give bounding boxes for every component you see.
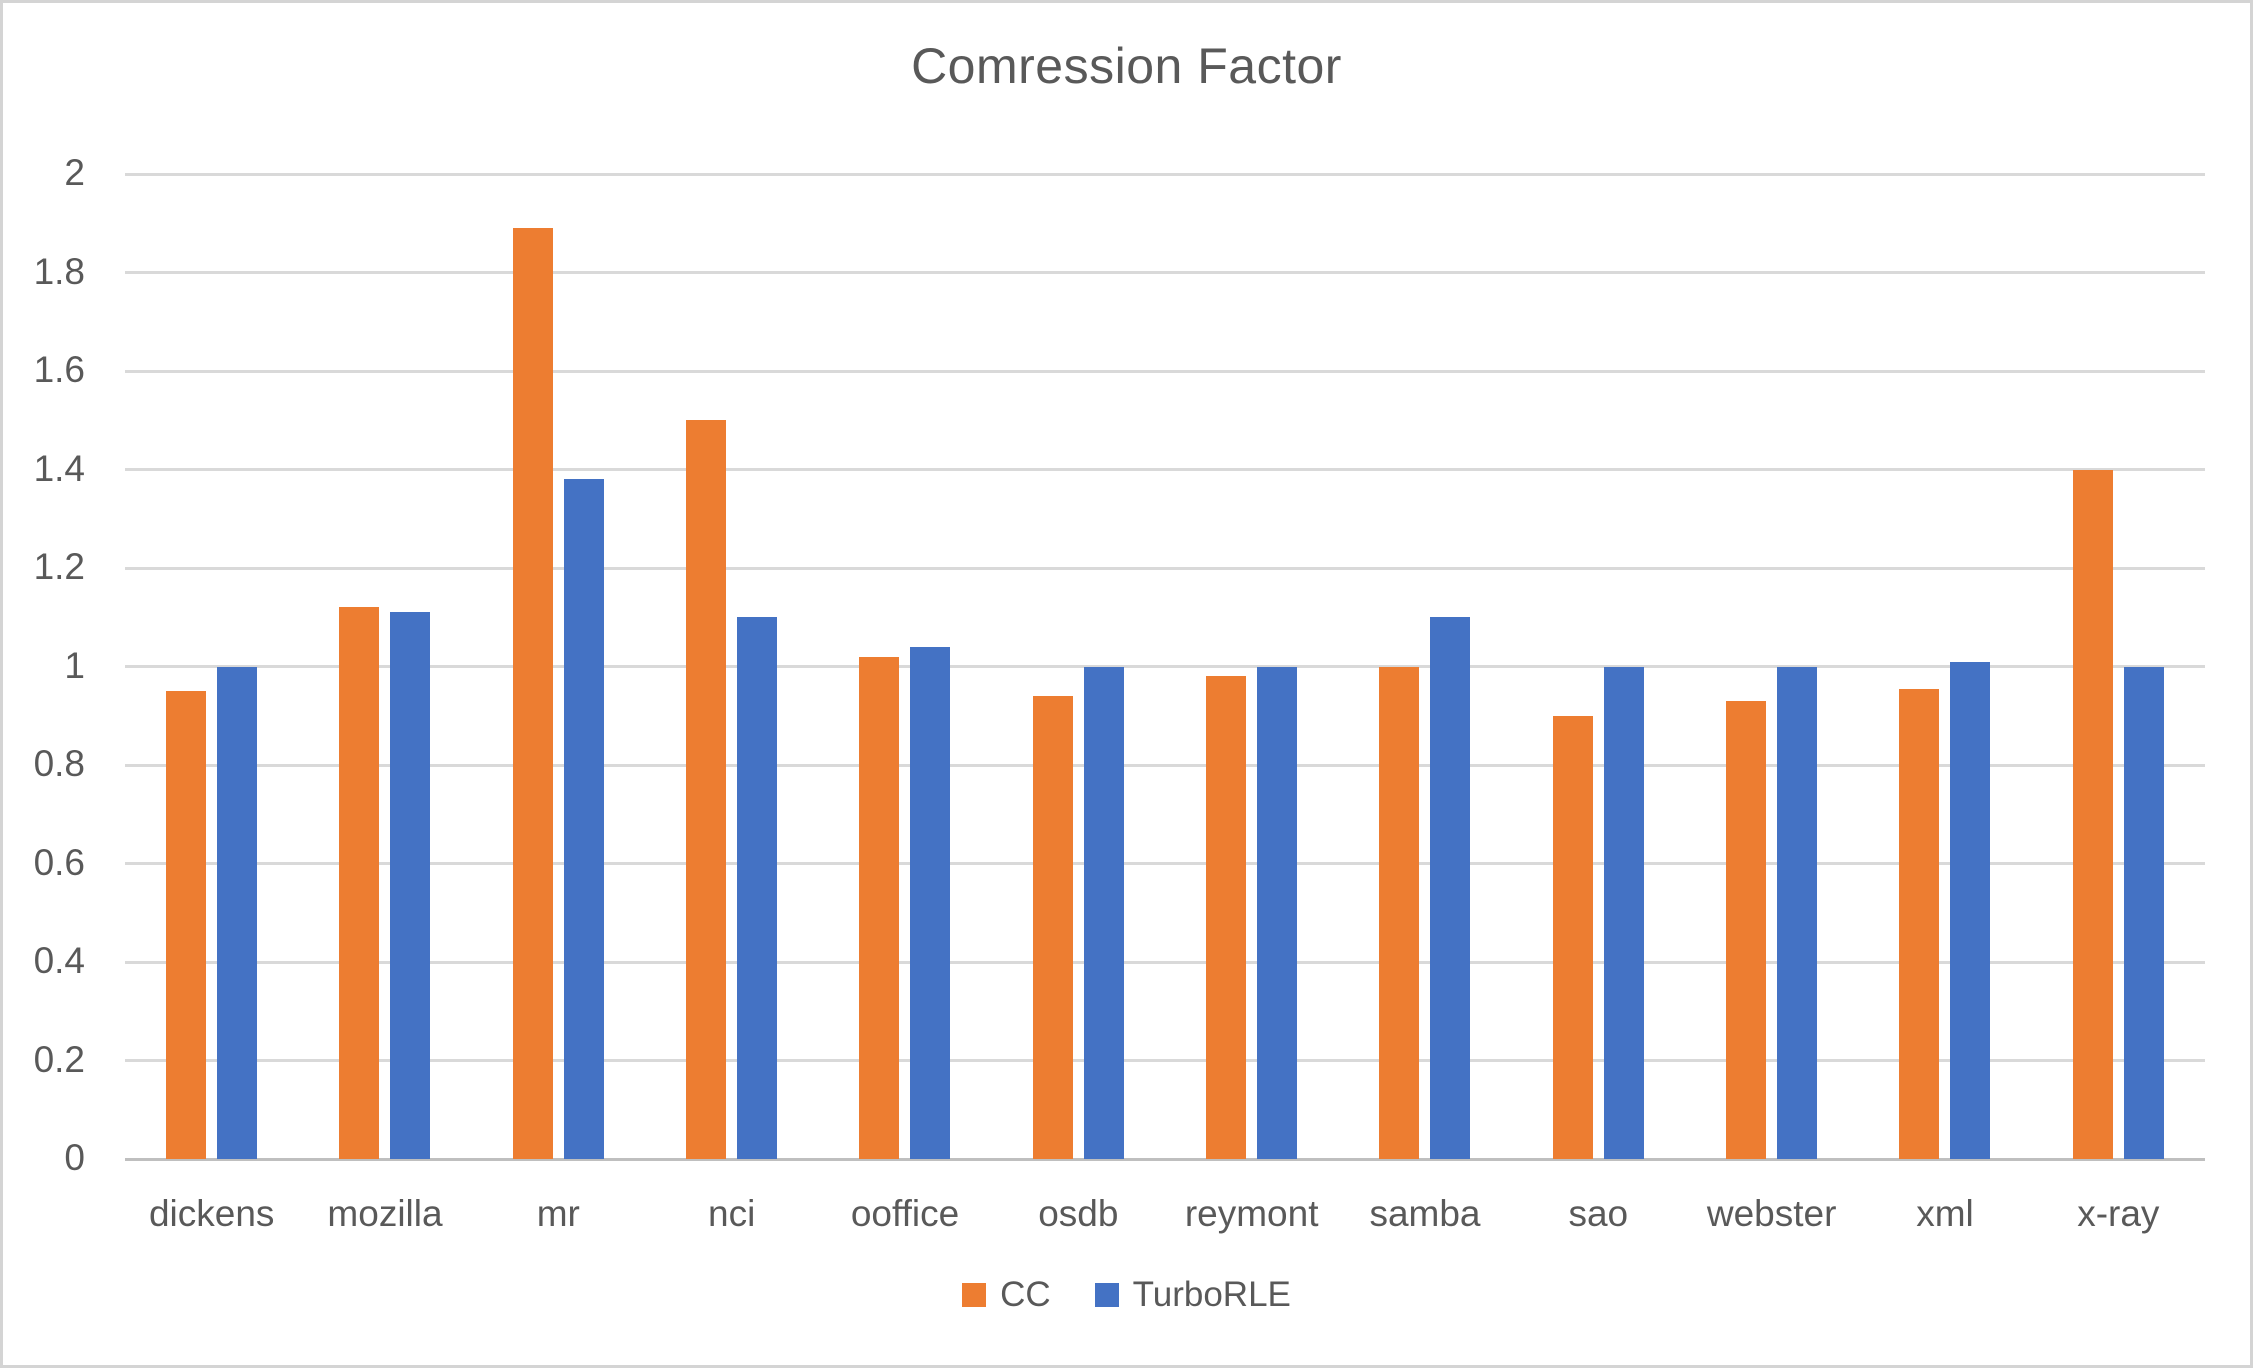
x-label-dickens: dickens — [148, 1193, 275, 1234]
bar-turborle-nci — [737, 617, 778, 1159]
y-tick-2: 2 — [64, 152, 85, 194]
x-label-reymont: reymont — [1184, 1193, 1319, 1234]
bar-cc-sao — [1552, 715, 1593, 1159]
x-label-xml: xml — [1916, 1193, 1974, 1234]
x-label-mr: mr — [536, 1193, 580, 1234]
y-tick-1.8: 1.8 — [33, 250, 85, 292]
y-tick-0.6: 0.6 — [33, 841, 85, 883]
gridline-2 — [125, 172, 2205, 176]
bar-turborle-reymont — [1257, 666, 1298, 1159]
legend-swatch-cc — [962, 1283, 987, 1307]
bar-group-mozilla: mozilla — [298, 174, 471, 1234]
legend-item-cc: CC — [962, 1275, 1051, 1315]
legend-label-cc: CC — [1000, 1275, 1051, 1314]
bar-group-mr: mr — [472, 174, 645, 1234]
bar-turborle-osdb — [1083, 666, 1124, 1159]
legend-swatch-turborle — [1094, 1283, 1119, 1307]
legend-item-turborle: TurboRLE — [1094, 1275, 1291, 1315]
bar-turborle-sao — [1603, 666, 1644, 1159]
y-tick-0.8: 0.8 — [33, 743, 85, 785]
bar-cc-x-ray — [2072, 469, 2113, 1159]
x-label-osdb: osdb — [1038, 1193, 1119, 1234]
bar-cc-mr — [512, 228, 553, 1159]
bar-cc-reymont — [1206, 676, 1247, 1159]
bar-group-dickens: dickens — [125, 174, 298, 1234]
plot-area: 0 0.2 0.4 0.6 0.8 1 1.2 1.4 1.6 1.8 2 dickens mozill… — [34, 152, 2205, 1234]
y-tick-1.6: 1.6 — [33, 349, 85, 391]
y-tick-1: 1 — [64, 644, 85, 686]
bar-turborle-xml — [1950, 661, 1991, 1159]
bar-turborle-ooffice — [910, 646, 951, 1159]
y-tick-1.4: 1.4 — [33, 447, 85, 489]
bar-turborle-samba — [1430, 617, 1471, 1159]
x-label-x-ray: x-ray — [2077, 1193, 2160, 1234]
y-tick-0: 0 — [64, 1137, 85, 1179]
bar-group-sao: sao — [1512, 174, 1685, 1234]
bar-group-reymont: reymont — [1165, 174, 1338, 1234]
bar-turborle-mozilla — [390, 612, 431, 1159]
gridline-0.4 — [125, 960, 2205, 964]
bar-group-webster: webster — [1685, 174, 1858, 1234]
gridline-1.8 — [125, 271, 2205, 274]
legend-label-turborle: TurboRLE — [1132, 1275, 1291, 1314]
bar-group-xml: xml — [1858, 174, 2031, 1234]
y-tick-0.2: 0.2 — [33, 1038, 85, 1080]
x-label-mozilla: mozilla — [327, 1193, 443, 1234]
bar-cc-mozilla — [339, 607, 380, 1159]
bar-cc-xml — [1899, 688, 1940, 1159]
bar-cc-osdb — [1032, 696, 1073, 1159]
gridline-0.8 — [125, 763, 2205, 767]
bar-group-samba: samba — [1338, 174, 1511, 1234]
gridline-0.2 — [125, 1059, 2205, 1062]
gridline-0.6 — [125, 862, 2205, 865]
bar-group-ooffice: ooffice — [818, 174, 991, 1234]
gridline-1.6 — [125, 369, 2205, 373]
y-tick-0.4: 0.4 — [33, 940, 85, 982]
bar-cc-webster — [1726, 700, 1767, 1159]
chart-title: Comression Factor — [911, 38, 1342, 94]
gridline-1.2 — [125, 566, 2205, 570]
bar-cc-dickens — [166, 691, 207, 1159]
bar-cc-ooffice — [859, 656, 900, 1159]
x-label-nci: nci — [708, 1193, 756, 1234]
bar-group-x-ray: x-ray — [2032, 174, 2205, 1234]
bar-turborle-mr — [563, 479, 604, 1159]
bar-group-nci: nci — [645, 174, 818, 1234]
x-label-ooffice: ooffice — [850, 1193, 960, 1234]
bar-cc-nci — [686, 420, 727, 1159]
x-label-webster: webster — [1706, 1193, 1837, 1234]
legend: CC TurboRLE — [3, 1275, 2250, 1315]
bar-turborle-webster — [1777, 666, 1818, 1159]
x-label-samba: samba — [1369, 1193, 1481, 1234]
gridline-0 — [125, 1157, 2205, 1161]
bar-turborle-dickens — [217, 666, 258, 1159]
y-tick-1.2: 1.2 — [33, 546, 85, 588]
gridline-1.4 — [125, 468, 2205, 471]
bar-cc-samba — [1379, 666, 1420, 1159]
bar-turborle-x-ray — [2123, 666, 2164, 1159]
x-label-sao: sao — [1568, 1193, 1629, 1234]
bar-group-osdb: osdb — [992, 174, 1165, 1234]
gridline-1 — [125, 665, 2205, 668]
